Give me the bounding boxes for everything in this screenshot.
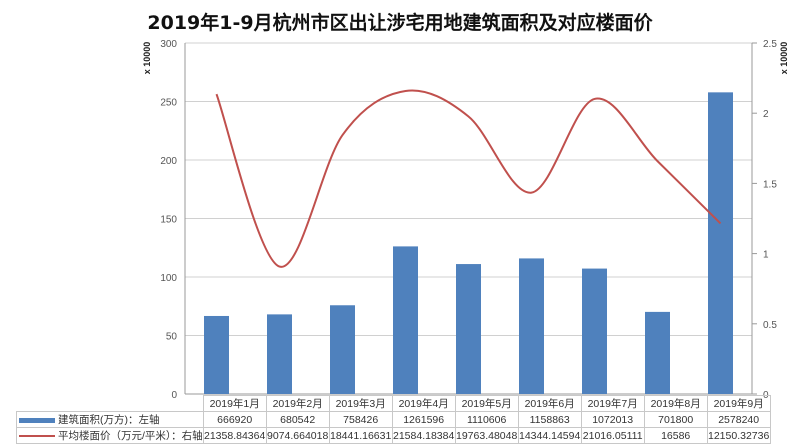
table-cell: 1261596	[391, 411, 456, 428]
table-cell: 701800	[643, 411, 708, 428]
table-cell: 1158863	[517, 411, 582, 428]
left-axis-tick: 0	[171, 390, 177, 401]
table-cell: 18441.16631	[328, 427, 393, 444]
right-axis-tick: 1.5	[763, 179, 777, 190]
table-cell: 19763.48048	[454, 427, 519, 444]
table-cell: 21584.18384	[391, 427, 456, 444]
right-axis-tick: 2.5	[763, 39, 777, 50]
table-category: 2019年3月	[328, 395, 393, 412]
right-axis-unit: x 10000	[779, 42, 789, 75]
legend-area: 建筑面积(万方)：左轴	[16, 411, 204, 428]
bar-legend-swatch-icon	[19, 417, 55, 423]
table-category: 2019年5月	[454, 395, 519, 412]
bar	[330, 305, 355, 394]
table-category: 2019年6月	[517, 395, 582, 412]
left-axis-tick: 50	[166, 332, 178, 343]
table-cell: 680542	[265, 411, 330, 428]
bar	[456, 264, 481, 394]
left-axis-tick: 300	[160, 39, 177, 50]
bar	[708, 92, 733, 394]
bar	[582, 268, 607, 394]
chart-title: 2019年1-9月杭州市区出让涉宅用地建筑面积及对应楼面价	[147, 12, 653, 34]
table-cell: 1072013	[580, 411, 645, 428]
left-axis-tick: 250	[160, 98, 177, 109]
left-axis-unit: x 10000	[142, 42, 152, 75]
legend-price: 平均楼面价（万元/平米）：右轴	[16, 427, 204, 444]
bar	[393, 246, 418, 394]
bar	[519, 258, 544, 394]
left-axis-tick: 150	[160, 215, 177, 226]
right-axis-tick: 1	[763, 250, 769, 261]
table-category: 2019年4月	[391, 395, 456, 412]
right-axis-tick: 0.5	[763, 320, 777, 331]
table-category: 2019年1月	[202, 395, 267, 412]
table-cell: 9074.664018	[265, 427, 330, 444]
table-cell: 21016.05111	[580, 427, 645, 444]
line-legend-swatch-icon	[19, 435, 55, 438]
table-row-area: 建筑面积(万方)：左轴 666920 680542 758426 1261596…	[16, 411, 771, 428]
bar	[267, 314, 292, 394]
table-category: 2019年9月	[706, 395, 771, 412]
right-axis-tick: 2	[763, 109, 769, 120]
table-row-price: 平均楼面价（万元/平米）：右轴 21358.84364 9074.664018 …	[16, 427, 771, 444]
table-cell: 12150.32736	[706, 427, 771, 444]
left-axis-tick: 100	[160, 273, 177, 284]
bar	[204, 315, 229, 394]
table-cell: 21358.84364	[202, 427, 267, 444]
table-cell: 666920	[202, 411, 267, 428]
table-cell: 14344.14594	[517, 427, 582, 444]
price-line	[215, 89, 722, 268]
table-cell: 16586	[643, 427, 708, 444]
table-cell: 1110606	[454, 411, 519, 428]
table-header-row: 2019年1月 2019年2月 2019年3月 2019年4月 2019年5月 …	[17, 395, 771, 412]
table-category: 2019年8月	[643, 395, 708, 412]
table-category: 2019年7月	[580, 395, 645, 412]
table-cell: 2578240	[706, 411, 771, 428]
table-category: 2019年2月	[265, 395, 330, 412]
data-table: 2019年1月 2019年2月 2019年3月 2019年4月 2019年5月 …	[16, 395, 771, 444]
bar	[645, 311, 670, 394]
left-axis-tick: 200	[160, 156, 177, 167]
table-cell: 758426	[328, 411, 393, 428]
